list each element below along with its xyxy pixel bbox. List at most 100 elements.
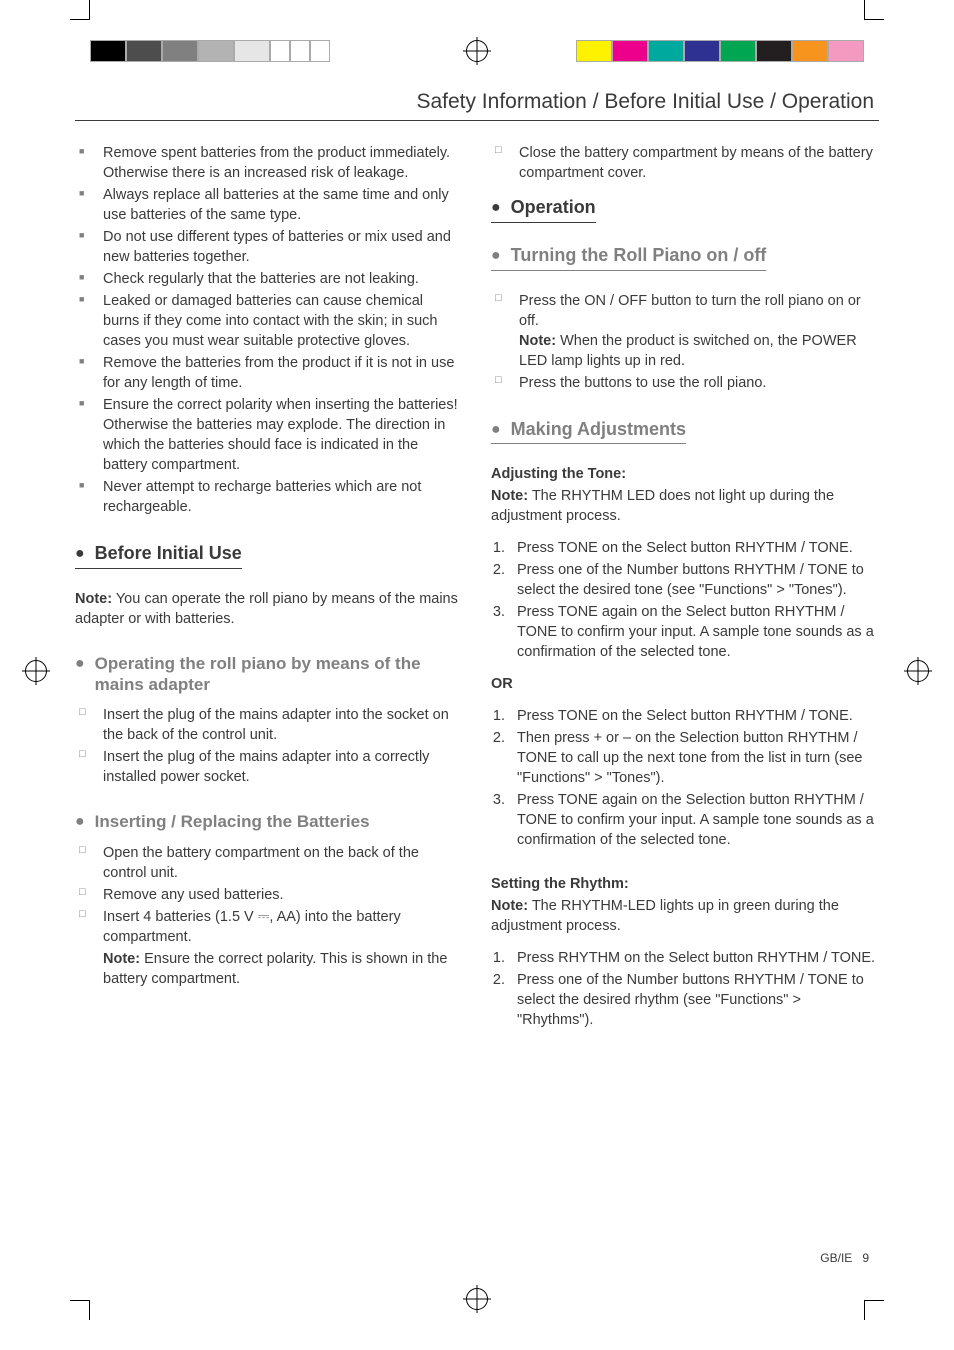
list-item: Press one of the Number buttons RHYTHM /… xyxy=(509,970,879,1030)
list-item: Remove the batteries from the product if… xyxy=(75,353,463,393)
list-item: Remove spent batteries from the product … xyxy=(75,143,463,183)
list-item: Ensure the correct polarity when inserti… xyxy=(75,395,463,475)
color-swatch xyxy=(612,40,648,62)
list-item: Press TONE again on the Selection button… xyxy=(509,790,879,850)
battery-list: Open the battery compartment on the back… xyxy=(75,843,463,947)
right-column: Close the battery compartment by means o… xyxy=(491,143,879,1032)
page-header: Safety Information / Before Initial Use … xyxy=(75,75,879,121)
heading-text: Inserting / Replacing the Batteries xyxy=(95,811,444,832)
color-swatch xyxy=(90,40,126,62)
setting-rhythm-title: Setting the Rhythm: xyxy=(491,874,879,894)
list-item: Press TONE again on the Select button RH… xyxy=(509,602,879,662)
color-swatch xyxy=(198,40,234,62)
note-label: Note: xyxy=(491,898,528,914)
bullet-icon: ● xyxy=(491,245,501,267)
list-item: Press one of the Number buttons RHYTHM /… xyxy=(509,560,879,600)
page-footer: GB/IE 9 xyxy=(820,1251,869,1265)
note-text: Ensure the correct polarity. This is sho… xyxy=(103,951,447,987)
heading-text: Operating the roll piano by means of the… xyxy=(95,653,444,696)
item-text: Close the battery compartment by means o… xyxy=(519,145,873,181)
list-item: Do not use different types of batteries … xyxy=(75,227,463,267)
left-column: Remove spent batteries from the product … xyxy=(75,143,463,1032)
color-swatch xyxy=(310,40,330,62)
heading-text: Making Adjustments xyxy=(511,419,686,439)
list-item: Press RHYTHM on the Select button RHYTHM… xyxy=(509,948,879,968)
heading-making-adjustments: ● Making Adjustments xyxy=(491,417,686,445)
list-item: Press the ON / OFF button to turn the ro… xyxy=(491,291,879,371)
note-text: The RHYTHM-LED lights up in green during… xyxy=(491,898,839,934)
heading-before-initial-use: ● Before Initial Use xyxy=(75,541,242,569)
heading-text: Operation xyxy=(511,197,596,217)
bullet-icon: ● xyxy=(75,654,85,674)
list-item: Always replace all batteries at the same… xyxy=(75,185,463,225)
registration-target-icon xyxy=(25,660,47,682)
safety-list: Remove spent batteries from the product … xyxy=(75,143,463,517)
color-swatch xyxy=(756,40,792,62)
list-item: Never attempt to recharge batteries whic… xyxy=(75,477,463,517)
crop-mark xyxy=(60,0,90,20)
battery-note: Note: Ensure the correct polarity. This … xyxy=(75,949,463,989)
color-bar-grayscale xyxy=(90,40,330,62)
color-swatch xyxy=(126,40,162,62)
heading-text: Turning the Roll Piano on / off xyxy=(511,245,767,265)
list-item: Insert the plug of the mains adapter int… xyxy=(75,747,463,787)
registration-target-icon xyxy=(907,660,929,682)
list-item: Insert 4 batteries (1.5 V ⎓, AA) into th… xyxy=(75,907,463,947)
registration-target-icon xyxy=(466,1288,488,1310)
tone-note: Note: The RHYTHM LED does not light up d… xyxy=(491,486,879,526)
rhythm-note: Note: The RHYTHM-LED lights up in green … xyxy=(491,896,879,936)
list-item: Press the buttons to use the roll piano. xyxy=(491,373,879,393)
list-item: Press TONE on the Select button RHYTHM /… xyxy=(509,538,879,558)
turn-list: Press the ON / OFF button to turn the ro… xyxy=(491,291,879,393)
color-swatch xyxy=(648,40,684,62)
page-content: Safety Information / Before Initial Use … xyxy=(75,75,879,1275)
heading-turning-on-off: ● Turning the Roll Piano on / off xyxy=(491,243,766,271)
list-item: Remove any used batteries. xyxy=(75,885,463,905)
crop-mark xyxy=(60,1300,90,1330)
list-item: Then press + or – on the Selection butto… xyxy=(509,728,879,788)
color-swatch xyxy=(792,40,828,62)
note-label: Note: xyxy=(519,333,556,349)
columns: Remove spent batteries from the product … xyxy=(75,143,879,1032)
heading-text: Before Initial Use xyxy=(95,543,242,563)
close-compartment-list: Close the battery compartment by means o… xyxy=(491,143,879,183)
crop-mark xyxy=(864,0,894,20)
heading-operation: ● Operation xyxy=(491,195,596,223)
bullet-icon: ● xyxy=(75,543,85,565)
color-swatch xyxy=(162,40,198,62)
color-swatch xyxy=(684,40,720,62)
note-label: Note: xyxy=(75,591,112,607)
color-swatch xyxy=(270,40,290,62)
list-item: Insert the plug of the mains adapter int… xyxy=(75,705,463,745)
color-swatch xyxy=(828,40,864,62)
footer-page-number: 9 xyxy=(862,1251,869,1265)
list-item: Leaked or damaged batteries can cause ch… xyxy=(75,291,463,351)
crop-mark xyxy=(864,1300,894,1330)
color-bar-process xyxy=(576,40,864,62)
rhythm-steps: Press RHYTHM on the Select button RHYTHM… xyxy=(491,948,879,1030)
color-swatch xyxy=(234,40,270,62)
registration-target-icon xyxy=(466,40,488,62)
before-note: Note: You can operate the roll piano by … xyxy=(75,589,463,629)
heading-batteries: ●Inserting / Replacing the Batteries xyxy=(75,811,463,832)
color-swatch xyxy=(576,40,612,62)
item-text: Press the ON / OFF button to turn the ro… xyxy=(519,293,861,329)
list-item: Check regularly that the batteries are n… xyxy=(75,269,463,289)
color-swatch xyxy=(290,40,310,62)
or-label: OR xyxy=(491,674,879,694)
tone-steps: Press TONE on the Select button RHYTHM /… xyxy=(491,538,879,662)
heading-mains-adapter: ● Operating the roll piano by means of th… xyxy=(75,653,463,696)
footer-region: GB/IE xyxy=(820,1251,852,1265)
item-text: Press the buttons to use the roll piano. xyxy=(519,375,766,391)
list-item: Open the battery compartment on the back… xyxy=(75,843,463,883)
list-item: Close the battery compartment by means o… xyxy=(491,143,879,183)
bullet-icon: ● xyxy=(491,197,501,219)
adjusting-tone-title: Adjusting the Tone: xyxy=(491,464,879,484)
tone-steps-alt: Press TONE on the Select button RHYTHM /… xyxy=(491,706,879,850)
bullet-icon: ● xyxy=(491,419,501,441)
color-swatch xyxy=(720,40,756,62)
note-text: The RHYTHM LED does not light up during … xyxy=(491,488,834,524)
note-label: Note: xyxy=(491,488,528,504)
note-text: When the product is switched on, the POW… xyxy=(519,333,857,369)
list-item: Press TONE on the Select button RHYTHM /… xyxy=(509,706,879,726)
